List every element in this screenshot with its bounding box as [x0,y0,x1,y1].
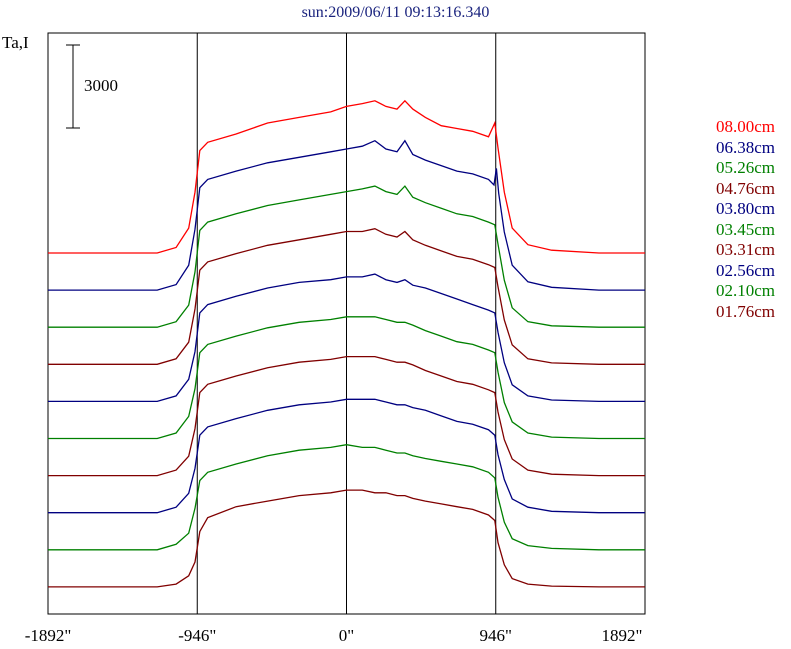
series-line-03.45cm [48,316,645,440]
series-line-02.56cm [48,398,645,514]
legend-item: 04.76cm [716,178,776,198]
series-line-03.80cm [48,273,645,403]
scale-bar-label: 3000 [84,76,118,95]
legend-item: 01.76cm [716,301,776,321]
x-tick-label: -946" [178,626,216,645]
legend-item: 03.45cm [716,219,776,239]
series-line-03.31cm [48,355,645,477]
y-axis-label: Ta,I [2,33,29,52]
legend-item: 08.00cm [716,117,776,136]
x-tick-label: 0" [339,626,354,645]
series-line-08.00cm [48,99,645,254]
series-line-04.76cm [48,228,645,365]
legend-item: 02.10cm [716,281,776,300]
series-line-01.76cm [48,489,645,588]
x-tick-label: 946" [480,626,512,645]
legend-item: 05.26cm [716,158,776,177]
x-tick-label: -1892" [25,626,72,645]
series-line-02.10cm [48,444,645,551]
vertical-reference-lines [196,33,497,614]
scale-bar [66,44,80,129]
legend-item: 03.31cm [716,240,776,259]
legend-item: 02.56cm [716,260,776,280]
series-line-05.26cm [48,185,645,328]
series-curves [48,99,645,588]
legend-item: 03.80cm [716,199,776,218]
x-tick-label: 1892" [602,626,643,645]
series-line-06.38cm [48,139,645,291]
chart-title: sun:2009/06/11 09:13:16.340 [301,4,490,21]
x-tick-labels: -1892" -946" 0" 946" 1892" [25,626,643,645]
legend-item: 06.38cm [716,137,776,157]
legend: 08.00cm 06.38cm 05.26cm 04.76cm 03.80cm 03.45… [716,117,775,322]
